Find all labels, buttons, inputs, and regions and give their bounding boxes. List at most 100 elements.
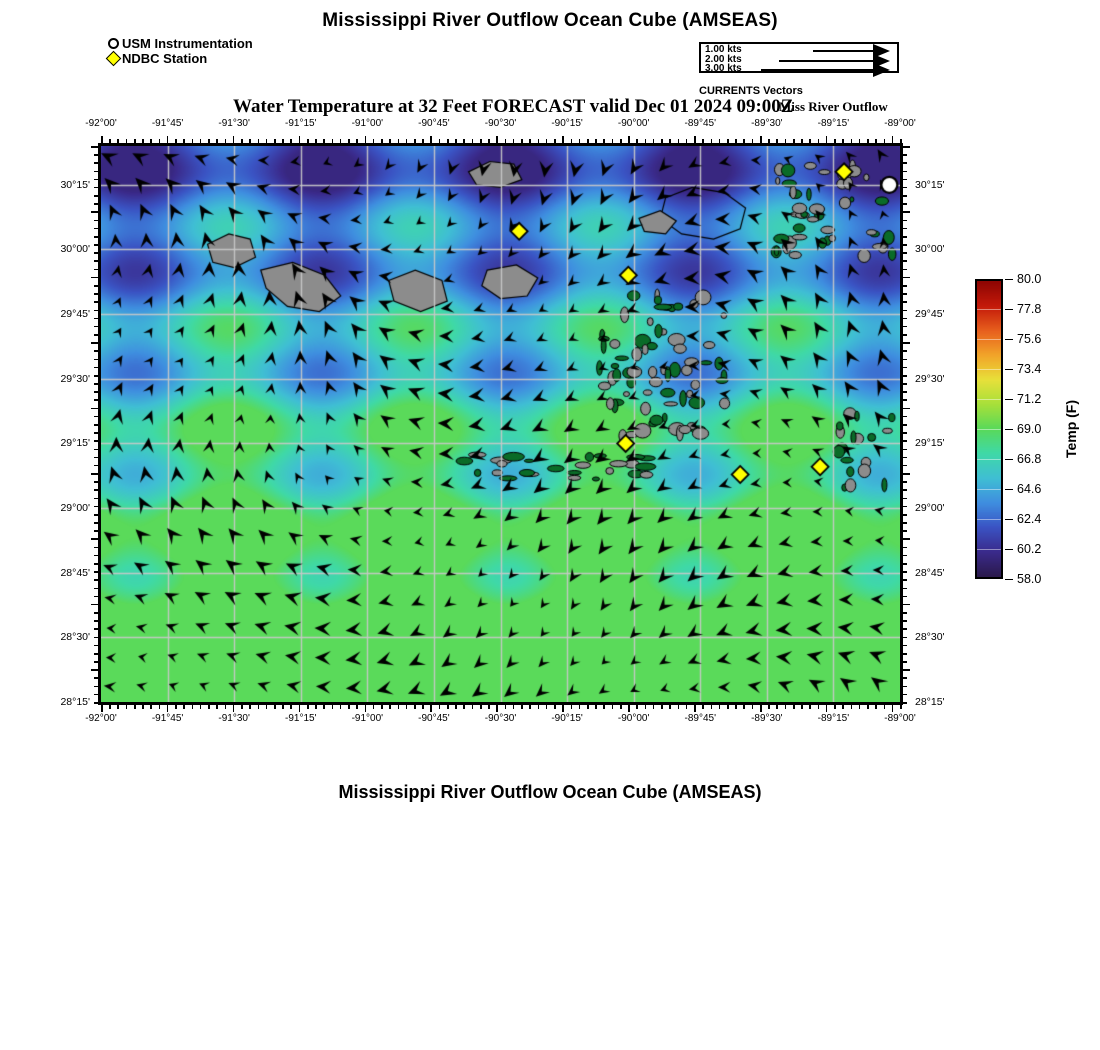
axis-tick	[91, 538, 98, 540]
colorbar-tick	[1005, 429, 1013, 431]
map-plot-area[interactable]	[98, 143, 903, 705]
axis-tick	[101, 136, 103, 143]
y-axis-tick-label: 29°45'	[915, 308, 945, 320]
colorbar-tick-label: 62.4	[1017, 512, 1041, 526]
axis-tick	[826, 136, 828, 143]
axis-tick	[94, 498, 98, 500]
axis-tick	[332, 139, 334, 143]
axis-tick	[126, 705, 128, 709]
y-axis-tick-label: 30°00'	[915, 243, 945, 255]
axis-tick	[94, 563, 98, 565]
axis-tick	[859, 705, 861, 709]
axis-tick	[760, 136, 762, 143]
axis-tick	[903, 686, 907, 688]
axis-tick	[94, 162, 98, 164]
axis-tick	[94, 661, 98, 663]
axis-tick	[903, 146, 910, 148]
axis-tick	[94, 653, 98, 655]
axis-tick	[356, 705, 358, 709]
axis-tick	[903, 604, 910, 606]
axis-tick	[903, 399, 907, 401]
colorbar-tick	[1005, 489, 1013, 491]
axis-tick	[94, 220, 98, 222]
axis-tick	[636, 705, 638, 709]
axis-tick	[208, 139, 210, 143]
axis-tick	[94, 489, 98, 491]
axis-tick	[546, 139, 548, 143]
axis-tick	[91, 604, 98, 606]
diamond-marker-icon	[106, 50, 122, 66]
axis-tick	[867, 139, 869, 143]
axis-tick	[903, 645, 907, 647]
axis-tick	[315, 705, 317, 709]
axis-tick	[290, 139, 292, 143]
axis-tick	[768, 139, 770, 143]
region-label: Miss River Outflow	[779, 99, 888, 115]
axis-tick	[587, 705, 589, 709]
axis-tick	[117, 705, 119, 709]
axis-tick	[903, 252, 907, 254]
axis-tick	[903, 318, 907, 320]
colorbar-tick	[1005, 279, 1013, 281]
axis-tick	[480, 705, 482, 709]
axis-tick	[94, 203, 98, 205]
axis-tick	[903, 637, 907, 639]
axis-tick	[562, 136, 564, 143]
axis-tick	[612, 139, 614, 143]
axis-tick	[94, 686, 98, 688]
axis-tick	[480, 139, 482, 143]
axis-tick	[554, 139, 556, 143]
axis-tick	[903, 310, 907, 312]
x-axis-tick-label: -92°00'	[85, 713, 116, 724]
y-axis-tick-label: 30°15'	[30, 179, 90, 191]
axis-tick	[134, 705, 136, 709]
axis-tick	[307, 139, 309, 143]
axis-tick	[636, 139, 638, 143]
axis-tick	[455, 139, 457, 143]
axis-tick	[903, 171, 907, 173]
axis-tick	[686, 139, 688, 143]
axis-tick	[463, 705, 465, 709]
x-axis-tick-label: -89°15'	[818, 713, 849, 724]
axis-tick	[851, 705, 853, 709]
y-axis-tick-label: 29°15'	[915, 437, 945, 449]
axis-tick	[727, 139, 729, 143]
axis-tick	[94, 612, 98, 614]
axis-tick	[903, 620, 907, 622]
axis-tick	[389, 139, 391, 143]
x-axis-tick-label: -89°30'	[751, 118, 782, 129]
axis-tick	[903, 162, 907, 164]
axis-tick	[282, 705, 284, 709]
axis-tick	[340, 139, 342, 143]
axis-tick	[192, 139, 194, 143]
colorbar-tick-label: 60.2	[1017, 542, 1041, 556]
axis-tick	[903, 661, 907, 663]
vector-scale-line-3	[761, 69, 873, 71]
colorbar-tick	[1005, 459, 1013, 461]
axis-tick	[842, 139, 844, 143]
axis-tick	[903, 269, 907, 271]
axis-tick	[315, 139, 317, 143]
axis-tick	[554, 705, 556, 709]
axis-tick	[620, 705, 622, 709]
axis-tick	[94, 530, 98, 532]
axis-tick	[94, 367, 98, 369]
axis-tick	[290, 705, 292, 709]
y-axis-tick-label: 29°30'	[30, 373, 90, 385]
vector-scale-label-3: 3.00 kts	[705, 64, 742, 74]
axis-tick	[94, 481, 98, 483]
axis-tick	[903, 506, 907, 508]
axis-tick	[711, 705, 713, 709]
axis-tick	[94, 522, 98, 524]
axis-tick	[94, 260, 98, 262]
axis-tick	[94, 424, 98, 426]
axis-tick	[150, 139, 152, 143]
axis-tick	[91, 408, 98, 410]
axis-tick	[903, 179, 907, 181]
axis-tick	[628, 136, 630, 143]
colorbar-tick-label: 58.0	[1017, 572, 1041, 586]
axis-tick	[513, 139, 515, 143]
axis-tick	[282, 139, 284, 143]
axis-tick	[175, 705, 177, 709]
vector-arrowhead-icon-3	[873, 63, 890, 77]
